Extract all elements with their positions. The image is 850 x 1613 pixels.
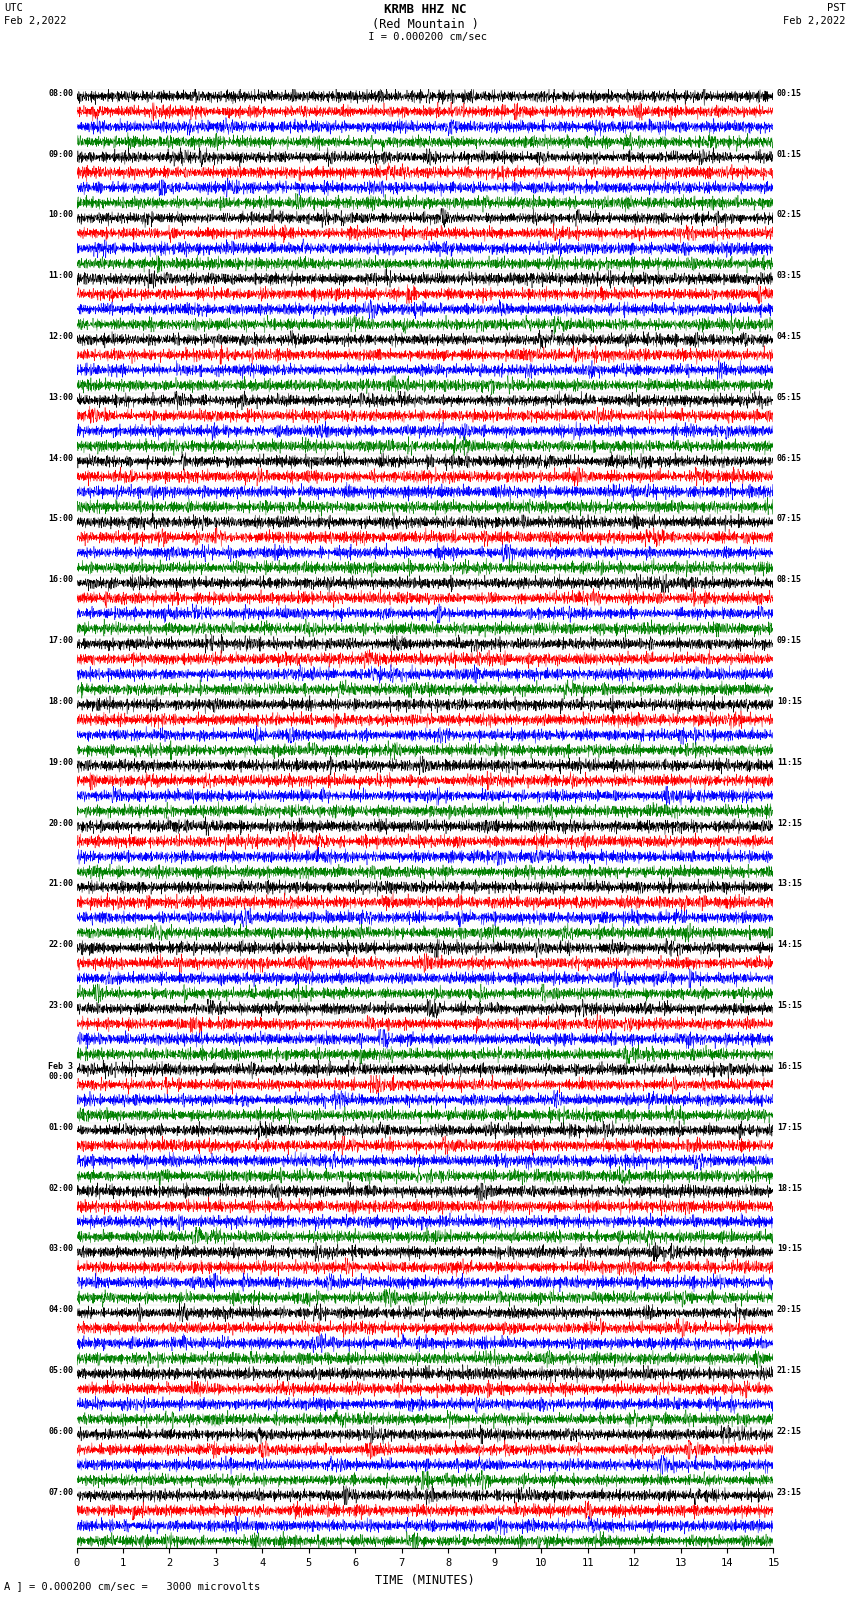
Text: 01:15: 01:15 (777, 150, 802, 158)
Text: 10:15: 10:15 (777, 697, 802, 706)
Text: 06:15: 06:15 (777, 453, 802, 463)
Text: KRMB HHZ NC: KRMB HHZ NC (383, 3, 467, 16)
Text: 17:15: 17:15 (777, 1123, 802, 1132)
Text: 14:15: 14:15 (777, 940, 802, 948)
Text: Feb 2,2022: Feb 2,2022 (783, 16, 846, 26)
Text: 12:15: 12:15 (777, 819, 802, 827)
Text: Feb 2,2022: Feb 2,2022 (4, 16, 67, 26)
Text: 23:15: 23:15 (777, 1487, 802, 1497)
Text: Feb 3
00:00: Feb 3 00:00 (48, 1061, 73, 1081)
Text: (Red Mountain ): (Red Mountain ) (371, 18, 479, 31)
Text: 21:00: 21:00 (48, 879, 73, 889)
Text: 09:15: 09:15 (777, 636, 802, 645)
Text: 01:00: 01:00 (48, 1123, 73, 1132)
Text: 23:00: 23:00 (48, 1002, 73, 1010)
Text: 05:00: 05:00 (48, 1366, 73, 1374)
Text: 03:15: 03:15 (777, 271, 802, 281)
X-axis label: TIME (MINUTES): TIME (MINUTES) (375, 1574, 475, 1587)
Text: 11:00: 11:00 (48, 271, 73, 281)
Text: 02:15: 02:15 (777, 210, 802, 219)
Text: 03:00: 03:00 (48, 1244, 73, 1253)
Text: 07:15: 07:15 (777, 515, 802, 524)
Text: 04:00: 04:00 (48, 1305, 73, 1315)
Text: 05:15: 05:15 (777, 394, 802, 402)
Text: 12:00: 12:00 (48, 332, 73, 340)
Text: 10:00: 10:00 (48, 210, 73, 219)
Text: 16:15: 16:15 (777, 1061, 802, 1071)
Text: PST: PST (827, 3, 846, 13)
Text: 16:00: 16:00 (48, 576, 73, 584)
Text: 06:00: 06:00 (48, 1428, 73, 1436)
Text: 22:00: 22:00 (48, 940, 73, 948)
Text: 19:15: 19:15 (777, 1244, 802, 1253)
Text: 08:00: 08:00 (48, 89, 73, 98)
Text: 07:00: 07:00 (48, 1487, 73, 1497)
Text: 20:15: 20:15 (777, 1305, 802, 1315)
Text: 11:15: 11:15 (777, 758, 802, 766)
Text: 21:15: 21:15 (777, 1366, 802, 1374)
Text: 08:15: 08:15 (777, 576, 802, 584)
Text: 15:15: 15:15 (777, 1002, 802, 1010)
Text: A ] = 0.000200 cm/sec =   3000 microvolts: A ] = 0.000200 cm/sec = 3000 microvolts (4, 1581, 260, 1590)
Text: 19:00: 19:00 (48, 758, 73, 766)
Text: 22:15: 22:15 (777, 1428, 802, 1436)
Text: 15:00: 15:00 (48, 515, 73, 524)
Text: 02:00: 02:00 (48, 1184, 73, 1192)
Text: 17:00: 17:00 (48, 636, 73, 645)
Text: 09:00: 09:00 (48, 150, 73, 158)
Text: 18:00: 18:00 (48, 697, 73, 706)
Text: 00:15: 00:15 (777, 89, 802, 98)
Text: 04:15: 04:15 (777, 332, 802, 340)
Text: 13:15: 13:15 (777, 879, 802, 889)
Text: 18:15: 18:15 (777, 1184, 802, 1192)
Text: 20:00: 20:00 (48, 819, 73, 827)
Text: 14:00: 14:00 (48, 453, 73, 463)
Text: I = 0.000200 cm/sec: I = 0.000200 cm/sec (362, 32, 488, 42)
Text: 13:00: 13:00 (48, 394, 73, 402)
Text: UTC: UTC (4, 3, 23, 13)
